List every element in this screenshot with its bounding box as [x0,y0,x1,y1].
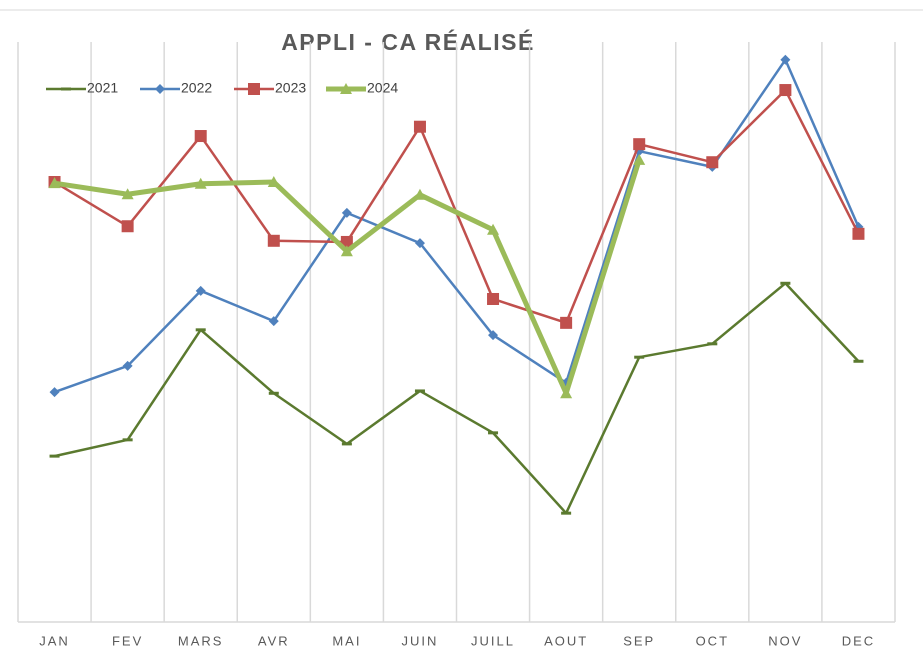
x-tick-label: NOV [768,633,802,648]
legend-marker [340,83,352,94]
x-tick-label: DEC [842,633,875,648]
legend-label: 2024 [367,80,398,96]
marker [560,387,573,399]
marker [49,387,60,398]
x-tick-label: SEP [623,633,655,648]
marker [195,285,206,296]
marker [487,223,500,235]
marker [633,138,646,151]
marker [413,120,426,133]
marker [195,328,206,332]
marker [414,389,425,393]
marker [487,292,500,305]
marker [852,227,865,240]
marker [853,359,864,363]
marker [48,177,61,189]
x-tick-label: MAI [332,633,361,648]
x-tick-label: JUILL [471,633,515,648]
marker [340,245,353,257]
x-tick-label: JUIN [402,633,439,648]
marker [340,235,353,248]
x-tick-label: FEV [112,633,143,648]
series [49,281,864,515]
marker [267,234,280,247]
marker [194,130,207,143]
marker [122,360,133,371]
marker [194,177,207,189]
x-tick-label: JAN [39,633,70,648]
marker [706,156,719,169]
marker [341,442,352,446]
series [48,153,646,399]
marker [341,207,352,218]
marker [779,84,792,97]
marker [488,431,499,435]
marker [634,355,645,359]
marker [121,220,134,233]
x-tick-label: OCT [696,633,729,648]
marker [560,316,573,329]
series-line [54,159,642,396]
marker [267,176,280,188]
marker [413,188,426,200]
legend-marker [61,87,71,91]
marker [268,316,279,327]
marker [121,188,134,200]
legend-label: 2023 [275,80,306,96]
marker [49,454,60,458]
legend-label: 2021 [87,80,118,96]
marker [122,438,133,442]
marker [707,342,718,346]
marker [268,391,279,395]
marker [414,238,425,249]
legend-label: 2022 [181,80,212,96]
marker [488,330,499,341]
x-tick-label: AVR [258,633,290,648]
x-tick-label: AOUT [544,633,588,648]
legend-marker [155,84,165,94]
marker [561,511,572,515]
marker [633,153,646,165]
marker [780,281,791,285]
chart-title: APPLI - CA RÉALISÉ [281,28,535,55]
x-tick-label: MARS [178,633,224,648]
series-line [54,282,860,515]
legend-marker [248,83,260,95]
marker [780,54,791,65]
